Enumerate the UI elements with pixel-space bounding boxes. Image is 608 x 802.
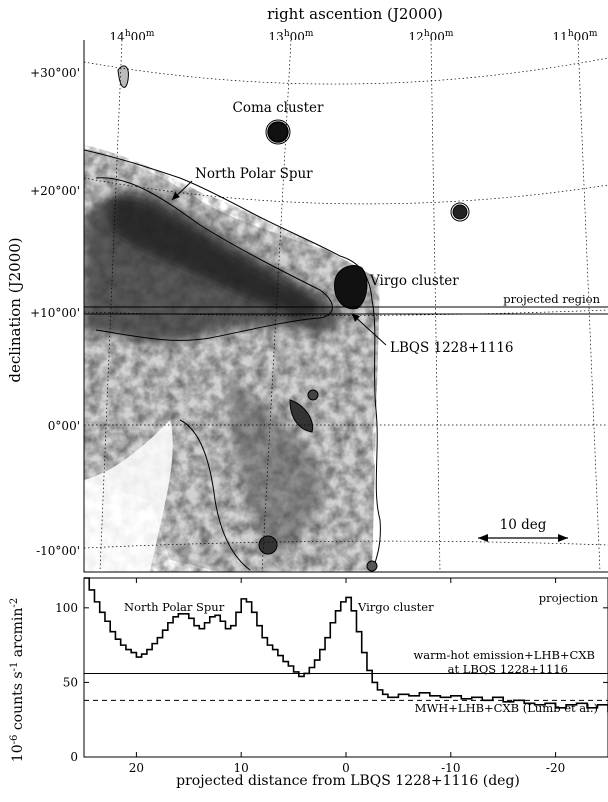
dec-tick-zero: 0°00': [48, 419, 80, 433]
coma-cluster-label: Coma cluster: [233, 100, 325, 116]
coma-cluster-blob: [267, 121, 289, 143]
x-tick-label: 0: [342, 761, 350, 775]
x-tick-label: -20: [546, 761, 565, 775]
x-axis-label: projected distance from LBQS 1228+1116 (…: [176, 773, 520, 789]
nps-ridge-core: [110, 197, 320, 320]
whim-label-1: warm-hot emission+LHB+CXB: [413, 648, 595, 662]
projected-region-label: projected region: [503, 292, 600, 306]
empty-sky-north: [84, 40, 608, 280]
sky-image: [84, 40, 608, 572]
y-tick-label: 0: [70, 750, 78, 764]
south-contour: [179, 419, 251, 571]
dec-grid-line: [84, 177, 608, 205]
scale-bar-label: 10 deg: [500, 517, 547, 533]
ra-grid-line: [261, 40, 292, 572]
dec-grid-line: [84, 57, 608, 85]
blob: [258, 535, 278, 555]
virgo-cluster-blob: [334, 265, 368, 310]
blob: [307, 389, 319, 401]
low-emission-area: [84, 420, 173, 572]
whim-label-2: at LBQS 1228+1116: [448, 662, 568, 676]
sky-map: right ascention (J2000) 14h00m 13h00m 12…: [6, 5, 608, 573]
ra-grid-line: [577, 40, 601, 572]
projection-curve: [84, 577, 608, 713]
coma-cluster-contour: [265, 119, 291, 145]
left-axis-label: declination (J2000): [6, 237, 24, 382]
mwh-label: MWH+LHB+CXB (Lumb et al.): [415, 701, 598, 715]
nps-arrowhead: [172, 192, 180, 200]
dec-tick-plus20: +20°00': [30, 184, 80, 198]
dec-tick-labels: +30°00' +20°00' +10°00' 0°00' -10°00': [30, 66, 80, 558]
blob: [117, 65, 129, 88]
source-blob: [452, 204, 468, 220]
lbqs-arrowhead: [352, 314, 360, 322]
y-tick-label: 100: [55, 601, 78, 615]
virgo-cluster-label: Virgo cluster: [369, 273, 459, 289]
x-tick-label: 20: [129, 761, 144, 775]
inner-contour: [95, 177, 333, 341]
ra-grid-line: [430, 40, 441, 572]
dec-tick-plus10: +10°00': [30, 306, 80, 320]
x-tick-label: 10: [234, 761, 249, 775]
scale-bar-arrow-right: [558, 534, 568, 542]
x-tick-label: -10: [441, 761, 460, 775]
empty-sky: [372, 260, 608, 572]
lbqs-label: LBQS 1228+1116: [390, 340, 514, 356]
blob: [289, 399, 314, 433]
map-frame: [83, 40, 608, 573]
nps-plot-label: North Polar Spur: [124, 600, 225, 614]
lbqs-arrow: [351, 313, 387, 346]
y-axis-label: 10-6 counts s-1 arcmin-2: [9, 598, 26, 762]
blob: [366, 560, 378, 572]
nps-label: North Polar Spur: [195, 166, 313, 182]
y-tick-label: 50: [63, 675, 78, 689]
top-axis-label: right ascention (J2000): [267, 5, 443, 23]
scale-bar-arrow-left: [478, 534, 488, 542]
chart-title: projection: [539, 591, 599, 605]
dec-tick-plus30: +30°00': [30, 66, 80, 80]
ra-grid-line: [99, 40, 123, 572]
dec-grid-line: [84, 540, 608, 549]
virgo-plot-label: Virgo cluster: [357, 600, 434, 614]
dec-tick-minus10: -10°00': [36, 544, 80, 558]
source-contour: [450, 202, 470, 222]
